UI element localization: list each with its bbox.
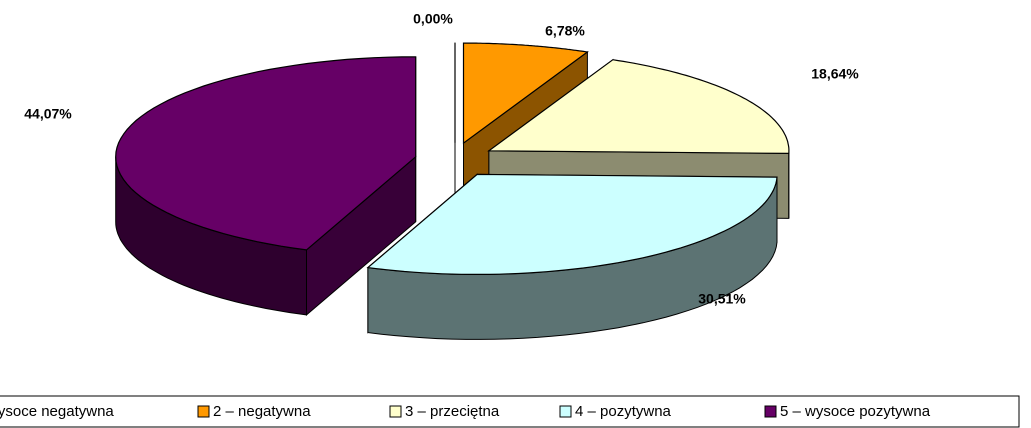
legend-label: 4 – pozytywna <box>575 403 672 420</box>
data-label: 6,78% <box>545 23 585 39</box>
pie-slice <box>366 173 778 275</box>
legend-box <box>0 395 1020 428</box>
legend-label: 1 – wysoce negatywna <box>0 403 114 420</box>
legend-label: 2 – negatywna <box>213 403 311 420</box>
pie-slice <box>115 56 417 251</box>
data-label: 44,07% <box>24 106 72 122</box>
legend-swatch <box>197 405 210 418</box>
legend-swatch <box>559 405 572 418</box>
legend-label: 5 – wysoce pozytywna <box>780 403 931 420</box>
legend-swatch <box>764 405 777 418</box>
data-label: 18,64% <box>811 66 859 82</box>
legend-swatch <box>389 405 402 418</box>
data-label: 30,51% <box>698 291 746 307</box>
pie-slice <box>487 59 790 155</box>
pie-slice <box>462 42 589 145</box>
legend-label: 3 – przeciętna <box>405 403 500 420</box>
data-label: 0,00% <box>413 11 453 27</box>
